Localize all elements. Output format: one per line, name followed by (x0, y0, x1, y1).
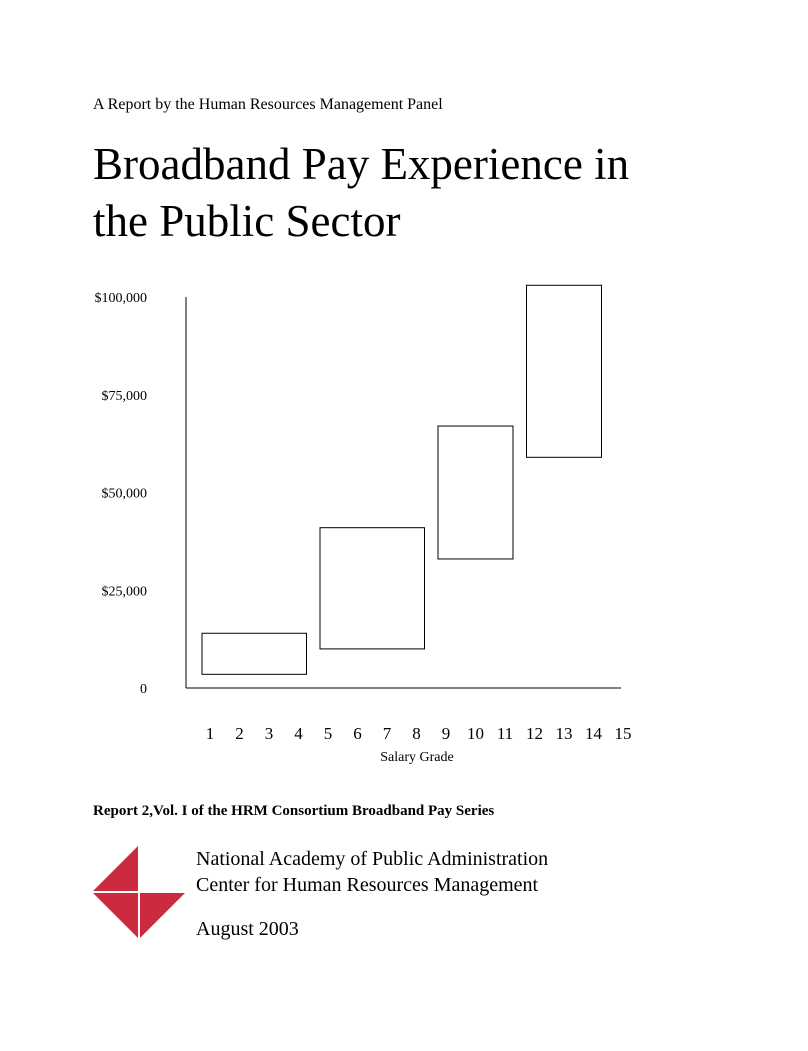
x-axis-label: Salary Grade (380, 750, 453, 765)
y-tick-label: $75,000 (102, 389, 148, 404)
x-tick-label: 2 (235, 724, 244, 743)
x-tick-label: 11 (497, 724, 513, 743)
publication-date: August 2003 (196, 918, 299, 940)
report-subtitle: A Report by the Human Resources Manageme… (93, 96, 443, 113)
title-line-1: Broadband Pay Experience in (93, 139, 630, 189)
org-center: Center for Human Resources Management (196, 874, 539, 896)
logo-triangle-left (93, 893, 138, 938)
y-tick-labels: 0 $25,000 $50,000 $75,000 $100,000 (95, 291, 148, 697)
pay-band (437, 425, 514, 560)
x-tick-label: 3 (265, 724, 274, 743)
napa-logo (93, 846, 185, 938)
pay-bands (201, 284, 602, 675)
y-tick-label: $100,000 (95, 291, 148, 306)
page-title: Broadband Pay Experience in the Public S… (93, 136, 733, 250)
x-tick-label: 1 (206, 724, 215, 743)
logo-triangle-top (93, 846, 138, 891)
x-tick-label: 8 (412, 724, 421, 743)
x-tick-label: 5 (324, 724, 333, 743)
x-tick-label: 6 (353, 724, 362, 743)
x-tick-label: 14 (585, 724, 603, 743)
title-line-2: the Public Sector (93, 196, 401, 246)
logo-triangle-right (140, 893, 185, 938)
x-tick-label: 10 (467, 724, 484, 743)
x-tick-label: 9 (442, 724, 451, 743)
y-tick-label: 0 (140, 682, 147, 697)
pay-band (319, 527, 425, 650)
x-tick-label: 4 (294, 724, 303, 743)
y-tick-label: $50,000 (102, 487, 148, 502)
x-tick-label: 12 (526, 724, 543, 743)
pay-band (201, 632, 307, 675)
org-name: National Academy of Public Administratio… (196, 848, 549, 870)
x-tick-label: 7 (383, 724, 392, 743)
pay-band (526, 284, 602, 458)
x-tick-labels: 1 2 3 4 5 6 7 8 9 10 11 12 13 14 15 (206, 724, 632, 743)
series-note: Report 2,Vol. I of the HRM Consortium Br… (93, 803, 495, 819)
x-tick-label: 15 (615, 724, 632, 743)
y-tick-label: $25,000 (102, 584, 148, 599)
x-tick-label: 13 (556, 724, 573, 743)
